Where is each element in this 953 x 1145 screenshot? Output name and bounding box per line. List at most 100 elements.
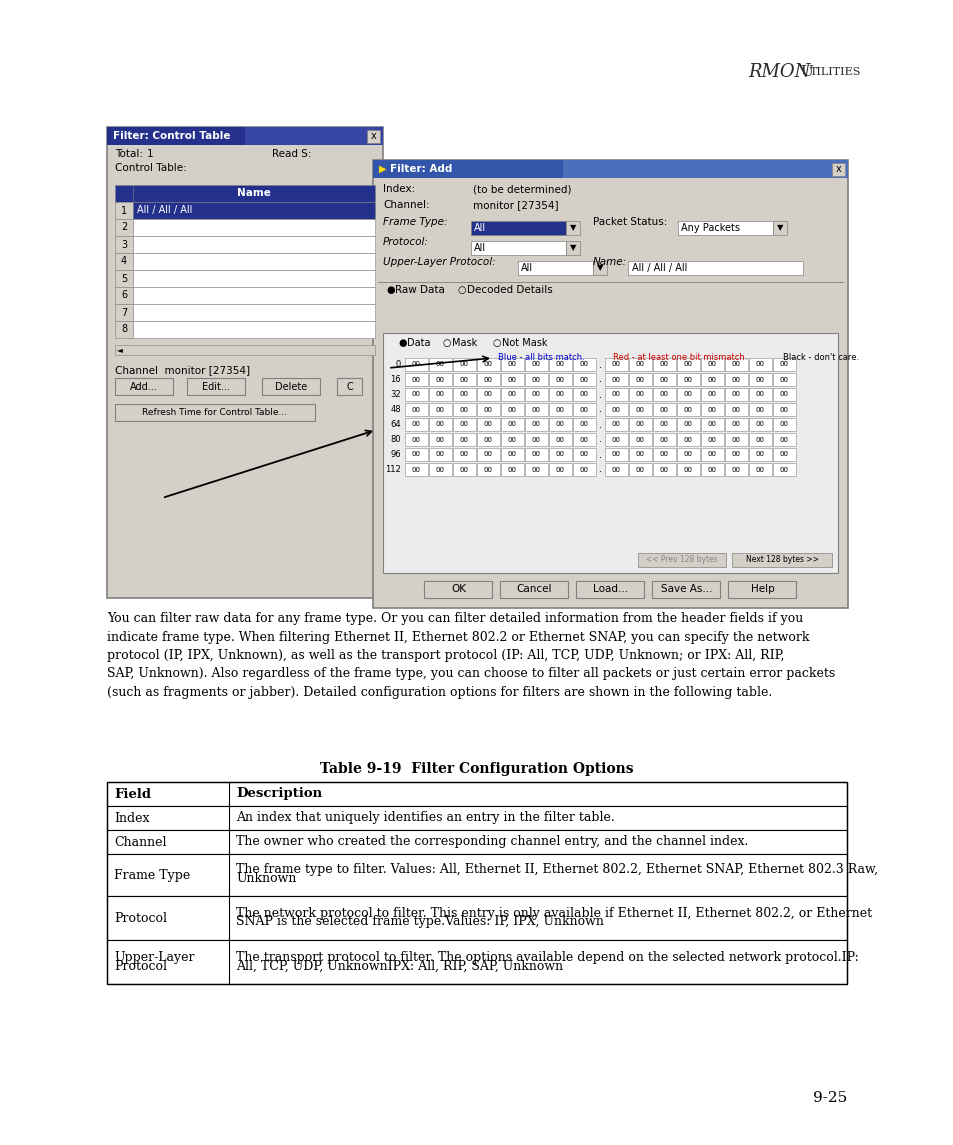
Bar [471, 240, 565, 255]
Text: 00: 00 [683, 377, 692, 382]
Text: Frame Type: Frame Type [113, 869, 190, 882]
Text: Filter: Control Table: Filter: Control Table [112, 131, 231, 141]
Bar [132, 287, 375, 305]
Text: Name:: Name: [593, 256, 626, 267]
Text: 3: 3 [121, 239, 127, 250]
Bar [638, 553, 725, 567]
Bar [748, 448, 771, 461]
Bar [772, 448, 795, 461]
Bar [429, 463, 452, 476]
Bar [724, 403, 747, 416]
Bar [453, 448, 476, 461]
Bar [772, 463, 795, 476]
Text: 00: 00 [412, 421, 420, 427]
Text: 00: 00 [436, 362, 444, 368]
Text: 00: 00 [636, 421, 644, 427]
Text: 4: 4 [121, 256, 127, 267]
Text: ▼: ▼ [776, 223, 782, 232]
Text: ●: ● [386, 285, 395, 295]
Text: 00: 00 [579, 466, 588, 473]
Bar [604, 388, 627, 401]
Text: 112: 112 [385, 465, 400, 474]
Text: Cancel: Cancel [517, 584, 552, 594]
Text: 00: 00 [636, 436, 644, 442]
Text: 96: 96 [390, 450, 400, 459]
Text: 00: 00 [507, 377, 517, 382]
Text: 00: 00 [707, 466, 717, 473]
Text: Read S:: Read S: [272, 149, 312, 159]
Bar [748, 463, 771, 476]
Bar [245, 127, 382, 145]
Text: .: . [598, 450, 602, 459]
Bar [724, 463, 747, 476]
Bar [700, 388, 723, 401]
Bar [476, 433, 499, 447]
Text: 00: 00 [707, 436, 717, 442]
Text: .: . [598, 374, 602, 385]
Text: 00: 00 [579, 406, 588, 412]
Text: 00: 00 [683, 436, 692, 442]
Text: 00: 00 [659, 406, 668, 412]
Bar [132, 270, 375, 287]
Text: The owner who created the corresponding channel entry, and the channel index.: The owner who created the corresponding … [235, 836, 748, 848]
Bar [107, 782, 846, 984]
Text: Frame Type:: Frame Type: [382, 218, 447, 227]
Text: 00: 00 [507, 421, 517, 427]
Text: 00: 00 [636, 377, 644, 382]
Text: 00: 00 [707, 451, 717, 458]
Bar [831, 163, 844, 176]
Bar [573, 373, 596, 386]
Bar [548, 403, 572, 416]
Bar [604, 463, 627, 476]
Text: 00: 00 [636, 466, 644, 473]
Bar [604, 418, 627, 431]
Text: 00: 00 [659, 466, 668, 473]
Text: 00: 00 [780, 377, 788, 382]
Bar [405, 418, 428, 431]
Text: 00: 00 [507, 406, 517, 412]
Bar [405, 463, 428, 476]
Bar [700, 433, 723, 447]
Text: 00: 00 [707, 421, 717, 427]
Bar [476, 403, 499, 416]
Bar [115, 219, 132, 236]
Text: 1: 1 [147, 149, 153, 159]
Text: 32: 32 [390, 390, 400, 398]
Text: 00: 00 [436, 392, 444, 397]
Text: Channel: Channel [113, 836, 167, 848]
Bar [476, 358, 499, 371]
Bar [604, 358, 627, 371]
Bar [628, 403, 651, 416]
Text: 00: 00 [579, 392, 588, 397]
Text: 00: 00 [436, 451, 444, 458]
Bar [453, 418, 476, 431]
Text: .: . [598, 404, 602, 414]
Text: Red - at least one bit mismatch.: Red - at least one bit mismatch. [613, 354, 746, 363]
Text: 00: 00 [579, 436, 588, 442]
Text: All / All / All: All / All / All [137, 205, 193, 215]
Text: 00: 00 [507, 436, 517, 442]
Bar [405, 388, 428, 401]
Bar [548, 373, 572, 386]
Text: 00: 00 [436, 377, 444, 382]
Text: 00: 00 [659, 451, 668, 458]
Bar [748, 373, 771, 386]
Bar [576, 581, 644, 598]
Text: 00: 00 [683, 406, 692, 412]
Bar [500, 581, 568, 598]
Text: 00: 00 [707, 362, 717, 368]
Text: All: All [520, 263, 533, 273]
Bar [429, 448, 452, 461]
Text: Protocol: Protocol [113, 960, 167, 972]
Bar [628, 448, 651, 461]
Bar [382, 333, 837, 572]
Bar [115, 185, 375, 202]
Text: .: . [598, 465, 602, 474]
Bar [115, 321, 132, 338]
Bar [115, 270, 132, 287]
Text: 00: 00 [459, 392, 469, 397]
Bar [453, 403, 476, 416]
Text: 00: 00 [459, 406, 469, 412]
Bar [524, 448, 547, 461]
Text: Blue - all bits match.: Blue - all bits match. [497, 354, 584, 363]
